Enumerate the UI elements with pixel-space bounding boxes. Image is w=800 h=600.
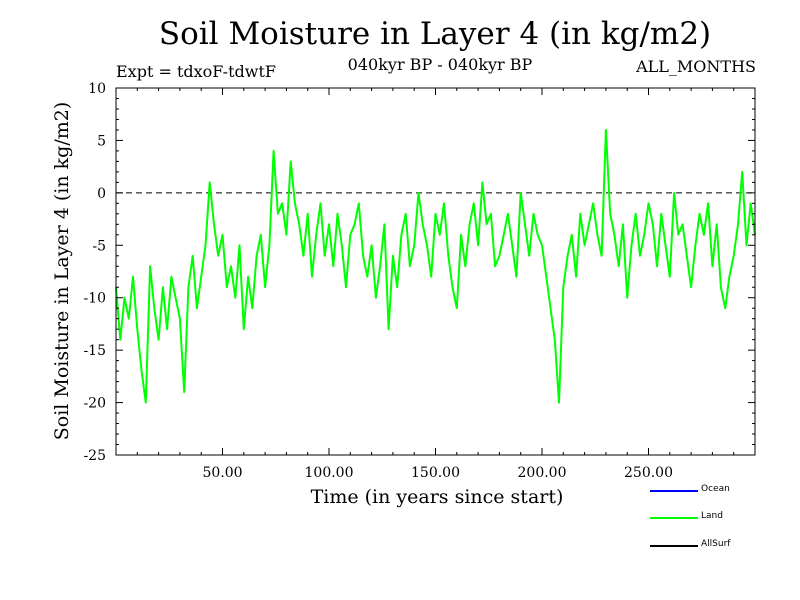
chart-subtitle: 040kyr BP - 040kyr BP bbox=[347, 55, 533, 74]
y-tick-label: 0 bbox=[97, 186, 106, 202]
legend-swatch-land bbox=[650, 517, 698, 519]
x-tick-label: 150.00 bbox=[411, 465, 460, 481]
y-tick-label: 5 bbox=[97, 133, 106, 149]
y-tick-label: -20 bbox=[83, 396, 106, 412]
legend-label-ocean: Ocean bbox=[701, 484, 730, 494]
x-tick-label: 50.00 bbox=[202, 465, 242, 481]
y-tick-label: -5 bbox=[92, 238, 106, 254]
y-tick-label: 10 bbox=[88, 81, 106, 97]
y-tick-label: -10 bbox=[83, 291, 106, 307]
y-tick-label: -25 bbox=[83, 448, 106, 464]
x-tick-label: 200.00 bbox=[518, 465, 567, 481]
series-line-land bbox=[115, 128, 756, 404]
plot-frame bbox=[115, 87, 756, 456]
legend-label-land: Land bbox=[701, 511, 723, 521]
legend-swatch-ocean bbox=[650, 490, 698, 492]
x-axis-label: Time (in years since start) bbox=[311, 486, 564, 508]
y-tick-label: -15 bbox=[83, 343, 106, 359]
plot-area: -25 -20 -15 -10 -5 0 5 10 50.00 100.00 150.00 200.0… bbox=[83, 81, 756, 481]
experiment-label: Expt = tdxoF-tdwtF bbox=[116, 62, 276, 81]
x-tick-label: 250.00 bbox=[624, 465, 673, 481]
x-tick-label: 100.00 bbox=[305, 465, 354, 481]
chart-title: Soil Moisture in Layer 4 (in kg/m2) bbox=[158, 16, 712, 52]
legend-swatch-allsurf bbox=[650, 545, 698, 547]
legend-label-allsurf: AllSurf bbox=[701, 539, 731, 549]
period-label: ALL_MONTHS bbox=[636, 57, 756, 76]
y-axis-label: Soil Moisture in Layer 4 (in kg/m2) bbox=[51, 102, 73, 441]
